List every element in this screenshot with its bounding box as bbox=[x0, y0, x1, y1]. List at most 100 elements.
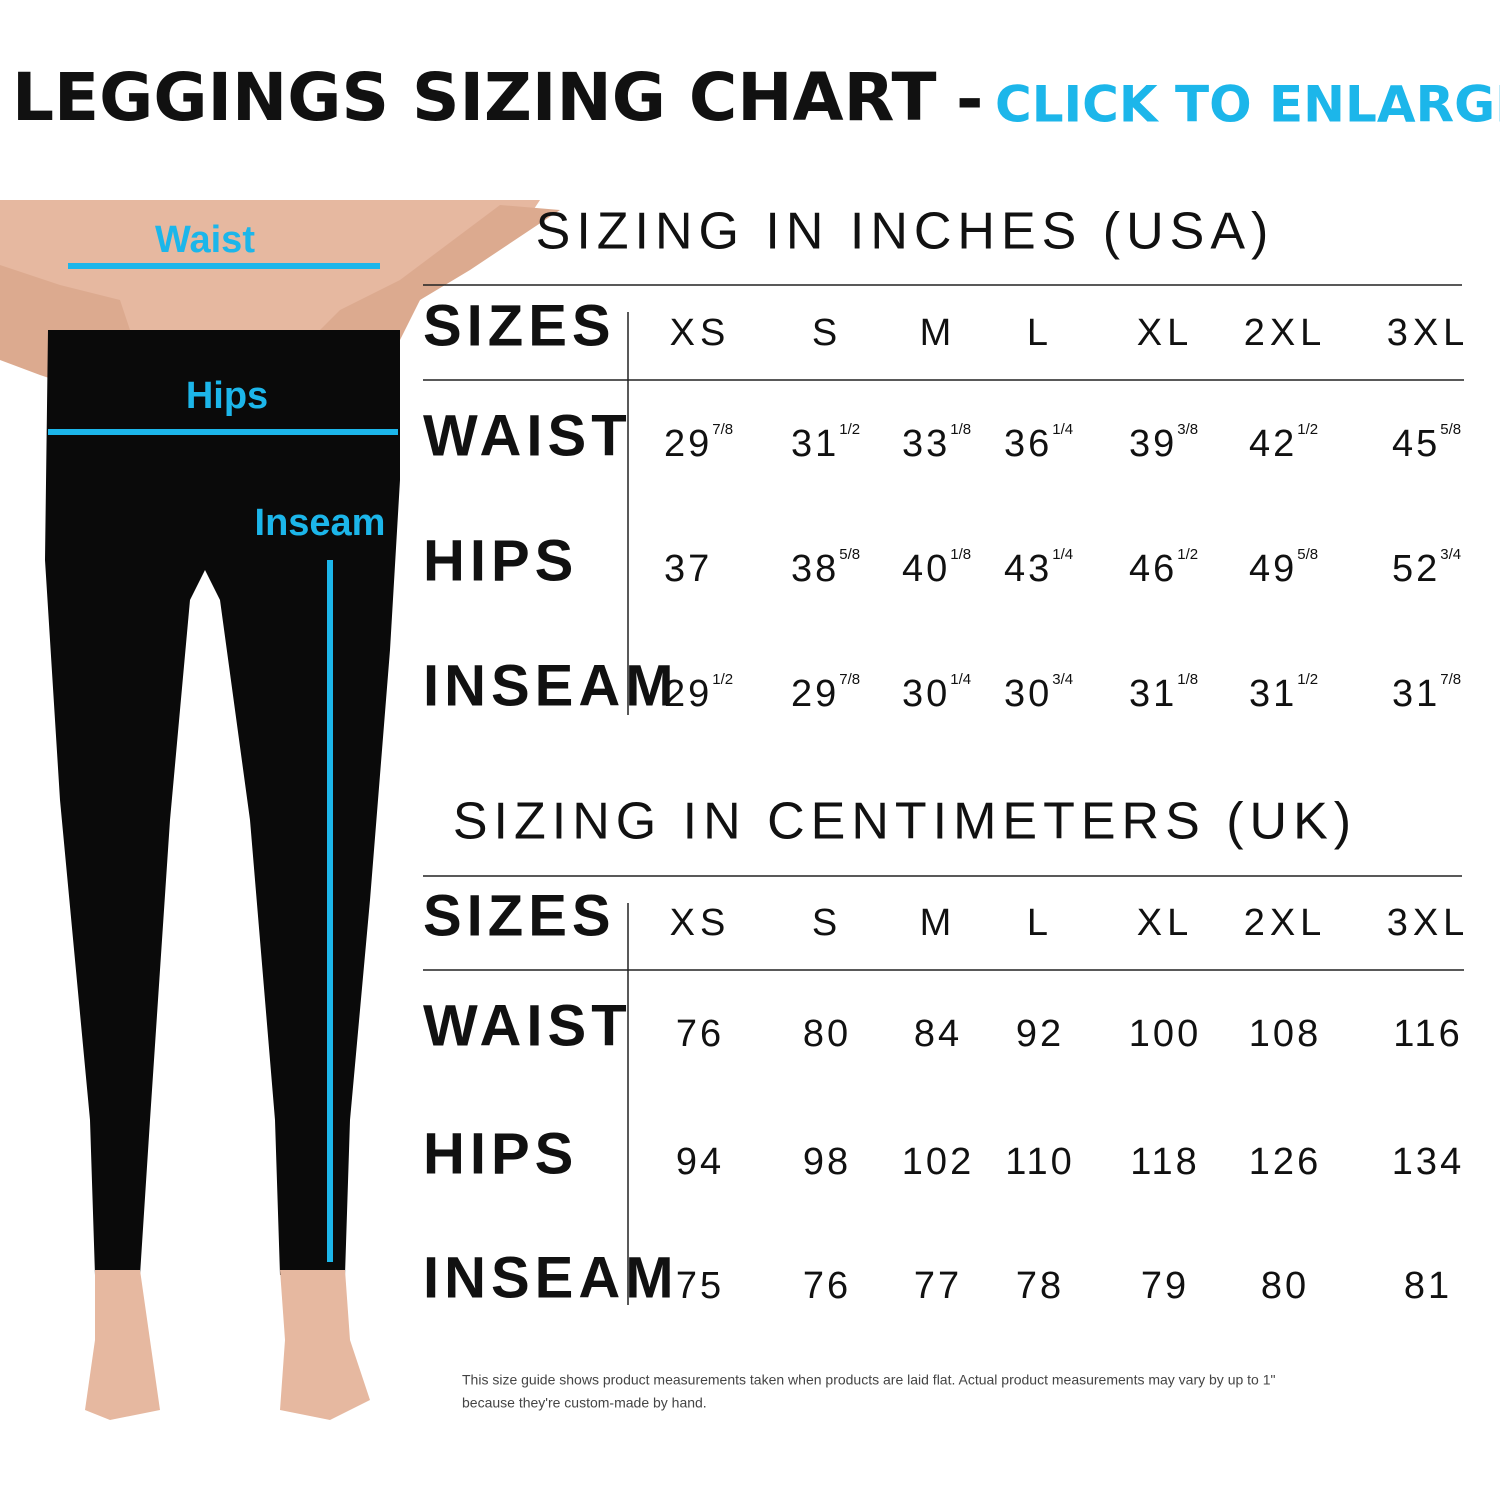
whole-number: 30 bbox=[902, 673, 950, 715]
cell-value: 94 bbox=[676, 1141, 724, 1183]
size-header: S bbox=[812, 902, 842, 944]
enlarge-link[interactable]: CLICK TO ENLARGE bbox=[995, 76, 1500, 134]
row-label: INSEAM bbox=[423, 653, 679, 718]
whole-number: 38 bbox=[791, 548, 839, 590]
cell-value: 455/8 bbox=[1392, 421, 1461, 465]
size-header: XS bbox=[670, 902, 731, 944]
cell-value: 297/8 bbox=[791, 671, 860, 715]
hips-label: Hips bbox=[186, 375, 268, 417]
size-header: L bbox=[1027, 312, 1053, 354]
size-header: XL bbox=[1137, 902, 1193, 944]
model-figure: Waist Hips Inseam bbox=[0, 200, 560, 1420]
whole-number: 30 bbox=[1004, 673, 1052, 715]
fraction: 3/4 bbox=[1052, 671, 1073, 688]
cell-value: 291/2 bbox=[664, 671, 733, 715]
fraction: 7/8 bbox=[839, 671, 860, 688]
cell-value: 317/8 bbox=[1392, 671, 1461, 715]
footnote-line: because they're custom-made by hand. bbox=[462, 1395, 707, 1411]
cell-value: 393/8 bbox=[1129, 421, 1198, 465]
size-header: XS bbox=[670, 312, 731, 354]
cell-value: 118 bbox=[1130, 1141, 1200, 1183]
footnote-line: This size guide shows product measuremen… bbox=[462, 1372, 1276, 1388]
cell-value: 84 bbox=[914, 1013, 962, 1055]
whole-number: 31 bbox=[1392, 673, 1440, 715]
whole-number: 39 bbox=[1129, 423, 1177, 465]
cell-value: 77 bbox=[914, 1265, 962, 1307]
cell-value: 116 bbox=[1393, 1013, 1463, 1055]
cell-value: 311/2 bbox=[791, 421, 860, 465]
whole-number: 31 bbox=[1249, 673, 1297, 715]
cell-value: 110 bbox=[1005, 1141, 1075, 1183]
cell-value: 361/4 bbox=[1004, 421, 1073, 465]
cell-value: 431/4 bbox=[1004, 546, 1073, 590]
fraction: 1/8 bbox=[950, 546, 971, 563]
fraction: 5/8 bbox=[839, 546, 860, 563]
cell-value: 495/8 bbox=[1249, 546, 1318, 590]
whole-number: 42 bbox=[1249, 423, 1297, 465]
whole-number: 43 bbox=[1004, 548, 1052, 590]
whole-number: 36 bbox=[1004, 423, 1052, 465]
cell-value: 76 bbox=[803, 1265, 851, 1307]
fraction: 1/8 bbox=[950, 421, 971, 438]
size-header: L bbox=[1027, 902, 1053, 944]
cell-value: 92 bbox=[1016, 1013, 1064, 1055]
size-table: SIZING IN CENTIMETERS (UK) SIZES XS S M L XL 2X… bbox=[423, 793, 1470, 1310]
fraction: 7/8 bbox=[712, 421, 733, 438]
cell-value: 108 bbox=[1249, 1013, 1321, 1055]
row-label: HIPS bbox=[423, 1121, 578, 1186]
whole-number: 46 bbox=[1129, 548, 1177, 590]
fraction: 5/8 bbox=[1297, 546, 1318, 563]
fraction: 1/2 bbox=[839, 421, 860, 438]
cell-value: 76 bbox=[676, 1013, 724, 1055]
corner-label: SIZES bbox=[423, 883, 616, 948]
fraction: 1/4 bbox=[1052, 546, 1073, 563]
cell-value: 37 bbox=[664, 548, 712, 590]
row-label: HIPS bbox=[423, 528, 578, 593]
page-title: LEGGINGS SIZING CHART bbox=[12, 59, 936, 136]
fraction: 1/2 bbox=[712, 671, 733, 688]
size-header: 2XL bbox=[1244, 312, 1327, 354]
row-label: INSEAM bbox=[423, 1245, 679, 1310]
cell-value: 80 bbox=[1261, 1265, 1309, 1307]
size-header: 3XL bbox=[1387, 902, 1470, 944]
row-label: WAIST bbox=[423, 403, 632, 468]
corner-label: SIZES bbox=[423, 293, 616, 358]
waist-label: Waist bbox=[155, 219, 255, 261]
inseam-label: Inseam bbox=[255, 502, 386, 544]
size-header: M bbox=[920, 312, 957, 354]
cell-value: 98 bbox=[803, 1141, 851, 1183]
whole-number: 45 bbox=[1392, 423, 1440, 465]
size-table: SIZING IN INCHES (USA) SIZES XS S M L XL 2XL 3XL… bbox=[423, 203, 1470, 718]
row-label: WAIST bbox=[423, 993, 632, 1058]
cell-value: 401/8 bbox=[902, 546, 971, 590]
cell-value: 81 bbox=[1404, 1265, 1452, 1307]
whole-number: 49 bbox=[1249, 548, 1297, 590]
size-header: S bbox=[812, 312, 842, 354]
cell-value: 102 bbox=[902, 1141, 974, 1183]
fraction: 1/4 bbox=[950, 671, 971, 688]
cell-value: 461/2 bbox=[1129, 546, 1198, 590]
fraction: 1/8 bbox=[1177, 671, 1198, 688]
size-header: 3XL bbox=[1387, 312, 1470, 354]
whole-number: 29 bbox=[664, 673, 712, 715]
title-separator: - bbox=[956, 61, 983, 138]
whole-number: 37 bbox=[664, 548, 712, 590]
fraction: 1/2 bbox=[1297, 421, 1318, 438]
cell-value: 421/2 bbox=[1249, 421, 1318, 465]
whole-number: 52 bbox=[1392, 548, 1440, 590]
cell-value: 75 bbox=[676, 1265, 724, 1307]
fraction: 3/8 bbox=[1177, 421, 1198, 438]
cell-value: 301/4 bbox=[902, 671, 971, 715]
fraction: 1/4 bbox=[1052, 421, 1073, 438]
fraction: 1/2 bbox=[1177, 546, 1198, 563]
cell-value: 79 bbox=[1141, 1265, 1189, 1307]
whole-number: 40 bbox=[902, 548, 950, 590]
cell-value: 78 bbox=[1016, 1265, 1064, 1307]
whole-number: 31 bbox=[1129, 673, 1177, 715]
whole-number: 29 bbox=[791, 673, 839, 715]
size-header: 2XL bbox=[1244, 902, 1327, 944]
size-header: XL bbox=[1137, 312, 1193, 354]
whole-number: 31 bbox=[791, 423, 839, 465]
